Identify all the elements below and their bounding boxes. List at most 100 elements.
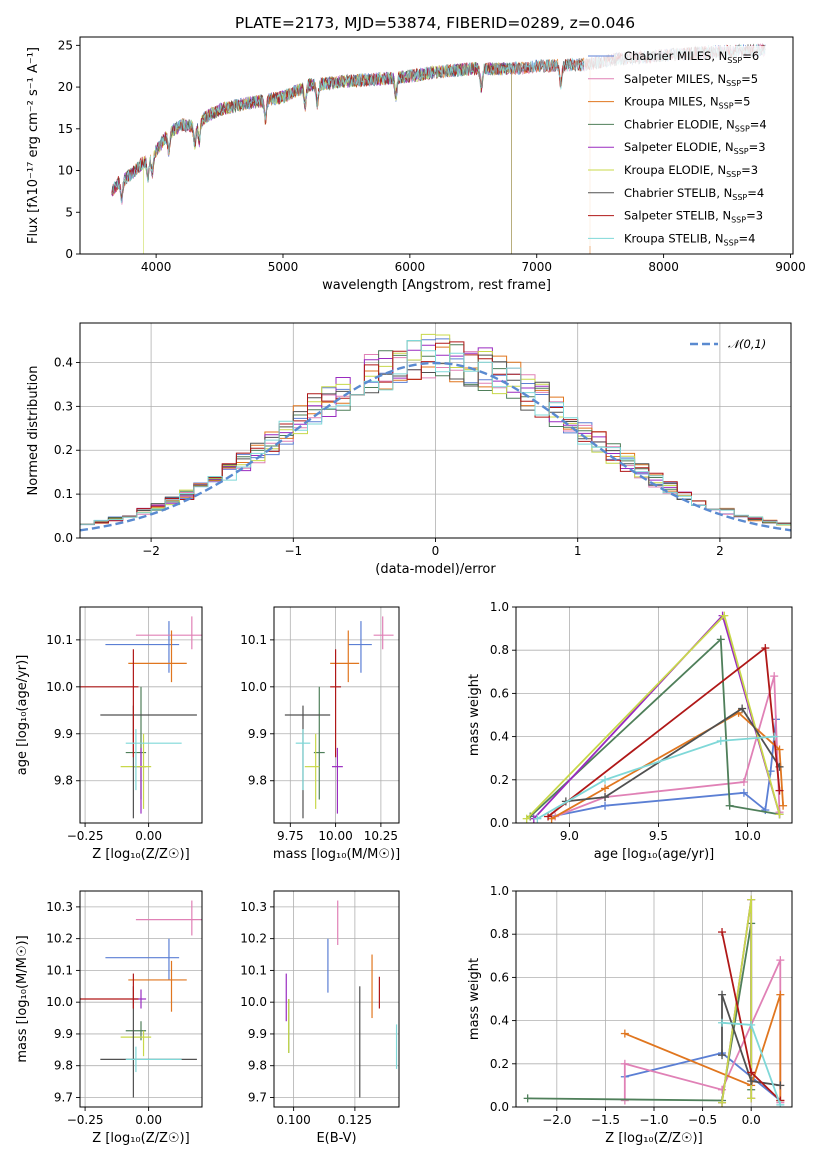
- gaussian-reference-line: [80, 361, 791, 532]
- x-tick-label: 10.00: [318, 829, 352, 843]
- plot-area: [523, 895, 785, 1107]
- x-tick-label: −0.25: [67, 829, 104, 843]
- x-tick-label: 5000: [268, 260, 299, 274]
- x-tick-label: 9.5: [649, 829, 668, 843]
- legend-label: Kroupa STELIB, NSSP=4: [624, 231, 755, 247]
- y-tick-label: 9.9: [54, 727, 73, 741]
- y-tick-label: 10.2: [240, 932, 267, 946]
- legend-label: 𝒩(0,1): [728, 337, 766, 351]
- y-tick-label: 0.6: [490, 686, 509, 700]
- plot-area: [285, 900, 398, 1098]
- y-tick-label: 0.1: [54, 487, 73, 501]
- y-tick-label: 0.8: [490, 927, 509, 941]
- legend-label: Kroupa MILES, NSSP=5: [624, 95, 750, 111]
- x-tick-label: 0.125: [338, 1113, 372, 1127]
- y-tick-label: 10: [58, 164, 73, 178]
- x-tick-label: −2: [142, 544, 160, 558]
- x-axis-label: mass [log₁₀(M/M☉)]: [273, 847, 400, 862]
- y-tick-label: 0.4: [54, 355, 73, 369]
- y-tick-label: 0.0: [54, 531, 73, 545]
- mass-vs-extinction-panel: 0.100 0.125 9.7 9.8 9.9 10.0 10.1 10.2 10.3 E(B-V…: [240, 890, 400, 1146]
- x-axis-label: Z [log₁₀(Z/Z☉)]: [92, 1131, 189, 1146]
- residuals-panel: −2 −1 0 1 2 0.0 0.1 0.2 0.3 0.4 (data-model)/error…: [26, 322, 792, 577]
- legend-label: Chabrier MILES, NSSP=6: [624, 49, 759, 65]
- plot-area: [80, 333, 791, 532]
- y-tick-label: 0.0: [490, 1100, 509, 1114]
- y-tick-label: 0.2: [490, 1057, 509, 1071]
- x-tick-label: 4000: [141, 260, 172, 274]
- x-tick-label: 0.0: [742, 1113, 761, 1127]
- y-tick-label: 0.4: [490, 730, 509, 744]
- y-tick-label: 0.4: [490, 1014, 509, 1028]
- y-tick-label: 10.0: [46, 680, 73, 694]
- x-tick-label: −1.0: [639, 1113, 668, 1127]
- y-tick-label: 0.2: [54, 443, 73, 457]
- y-axis-label: Normed distribution: [26, 366, 41, 496]
- x-tick-label: 9.75: [277, 829, 304, 843]
- y-tick-label: 0.8: [490, 643, 509, 657]
- spectrum-panel: 4000 5000 6000 7000 8000 9000 0 5 10 15 20 25 wavele…: [26, 36, 806, 293]
- y-tick-label: 9.8: [248, 774, 267, 788]
- y-tick-label: 9.9: [248, 1027, 267, 1041]
- legend-label: Salpeter STELIB, NSSP=3: [624, 209, 763, 225]
- y-tick-label: 9.8: [54, 774, 73, 788]
- x-tick-label: 0.00: [135, 829, 162, 843]
- x-tick-label: 0: [432, 544, 440, 558]
- x-axis-label: E(B-V): [316, 1131, 356, 1146]
- y-tick-label: 5: [65, 205, 73, 219]
- y-tick-label: 9.8: [54, 1059, 73, 1073]
- y-tick-label: 15: [58, 122, 73, 136]
- x-tick-label: −1.5: [591, 1113, 620, 1127]
- y-axis-label: mass [log₁₀(M/M☉)]: [15, 935, 30, 1062]
- y-tick-label: 9.7: [54, 1090, 73, 1104]
- legend-label: Chabrier STELIB, NSSP=4: [624, 186, 764, 202]
- x-tick-label: 10.25: [364, 829, 398, 843]
- legend-label: Kroupa ELODIE, NSSP=3: [624, 163, 758, 179]
- axes-frame: [273, 606, 400, 824]
- y-tick-label: 20: [58, 80, 73, 94]
- legend-box: [584, 46, 790, 246]
- y-tick-label: 10.1: [46, 963, 73, 977]
- x-tick-label: 8000: [648, 260, 679, 274]
- y-tick-label: 10.3: [46, 900, 73, 914]
- y-tick-label: 1.0: [490, 600, 509, 614]
- y-axis-label: mass weight: [467, 674, 482, 756]
- x-axis-label: (data-model)/error: [375, 562, 496, 577]
- y-tick-label: 0: [65, 247, 73, 261]
- x-tick-label: 0.100: [276, 1113, 310, 1127]
- axes-frame: [79, 36, 794, 255]
- legend-label: Salpeter ELODIE, NSSP=3: [624, 140, 766, 156]
- x-tick-label: −2.0: [542, 1113, 571, 1127]
- x-tick-label: 0.00: [135, 1113, 162, 1127]
- spectrum-legend: Chabrier MILES, NSSP=6 Salpeter MILES, NS…: [584, 46, 790, 247]
- residuals-legend: 𝒩(0,1): [690, 337, 766, 351]
- axes-frame: [79, 606, 203, 824]
- plot-area: [80, 900, 202, 1098]
- x-axis-label: Z [log₁₀(Z/Z☉)]: [92, 847, 189, 862]
- weight-series-line: [551, 719, 777, 818]
- y-axis-label: age [log₁₀(age/yr)]: [15, 655, 30, 776]
- y-tick-label: 10.0: [240, 680, 267, 694]
- x-tick-label: 9.0: [560, 829, 579, 843]
- y-tick-label: 10.1: [240, 633, 267, 647]
- figure-title: PLATE=2173, MJD=53874, FIBERID=0289, z=0…: [235, 14, 635, 32]
- y-tick-label: 10.1: [46, 633, 73, 647]
- y-tick-label: 9.8: [248, 1059, 267, 1073]
- y-tick-label: 10.0: [46, 995, 73, 1009]
- mass-vs-metallicity-panel: −0.25 0.00 9.7 9.8 9.9 10.0 10.1 10.2 10.3 Z [log…: [15, 890, 203, 1146]
- x-tick-label: 7000: [521, 260, 552, 274]
- histogram-step: [80, 340, 791, 525]
- x-tick-label: −1: [284, 544, 302, 558]
- x-axis-label: wavelength [Angstrom, rest frame]: [322, 278, 551, 293]
- y-axis-label: mass weight: [467, 958, 482, 1040]
- axes-frame: [79, 890, 203, 1108]
- x-tick-label: 2: [716, 544, 724, 558]
- y-tick-label: 0.6: [490, 970, 509, 984]
- axes-frame: [273, 890, 400, 1108]
- y-tick-label: 9.9: [248, 727, 267, 741]
- axes-frame: [515, 606, 793, 824]
- age-vs-metallicity-panel: −0.25 0.00 9.8 9.9 10.0 10.1 Z [log₁₀(Z/Z☉)] ag…: [15, 606, 203, 862]
- y-tick-label: 10.3: [240, 900, 267, 914]
- y-tick-label: 1.0: [490, 884, 509, 898]
